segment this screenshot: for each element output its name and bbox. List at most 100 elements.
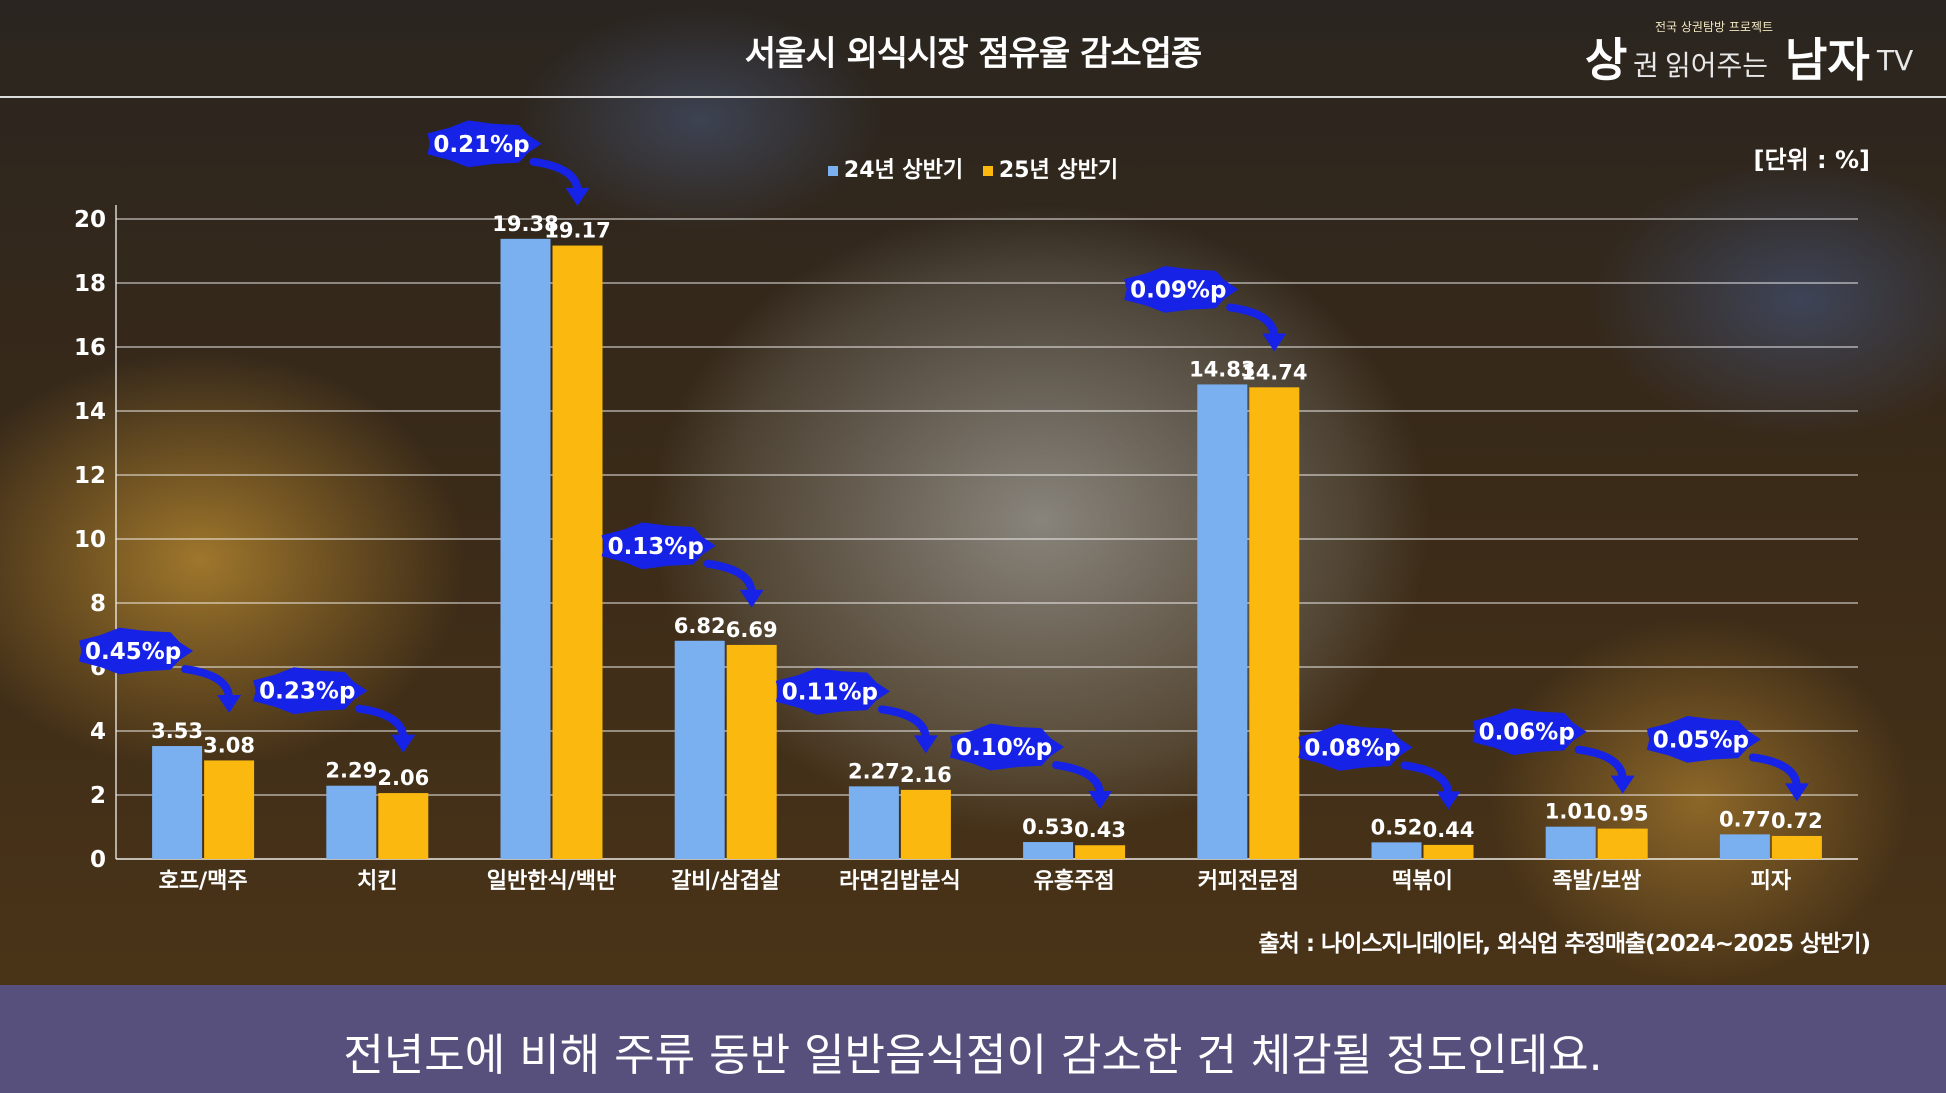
title-divider (0, 96, 1946, 98)
bar-series1 (1023, 842, 1074, 859)
annotation-bubble (427, 120, 542, 168)
annotation-bubble (601, 522, 716, 570)
x-category-label: 일반한식/백반 (487, 869, 616, 894)
annotation-arrow (1400, 761, 1453, 800)
bar-series1 (152, 746, 203, 859)
y-tick-label: 18 (74, 271, 106, 297)
bar-series2 (1423, 844, 1474, 859)
bar-series1 (1197, 384, 1248, 859)
data-label-series2: 2.16 (900, 763, 952, 787)
data-label-series1: 0.77 (1719, 807, 1771, 831)
x-category-label: 호프/맥주 (159, 869, 248, 894)
y-tick-label: 8 (90, 591, 106, 617)
bar-series1 (326, 785, 377, 859)
y-tick-label: 16 (74, 335, 106, 361)
y-tick-label: 0 (90, 847, 106, 873)
annotation-arrowhead (1610, 775, 1635, 794)
annotation-bubble (775, 668, 890, 715)
annotation-arrow (1052, 761, 1105, 800)
annotation-label: 0.23%p (259, 679, 355, 705)
annotation-arrowhead (1088, 791, 1113, 810)
annotation-arrowhead (739, 589, 764, 608)
bar-series2 (726, 644, 777, 859)
annotation-arrow (1748, 753, 1801, 792)
bar-series1 (500, 238, 551, 860)
annotation-bubble (1472, 708, 1587, 756)
annotation-arrowhead (391, 734, 416, 753)
bar-series2 (1597, 828, 1648, 859)
annotation-bubble (1124, 266, 1239, 313)
bar-series2 (900, 789, 951, 859)
bar-series1 (848, 786, 899, 859)
y-tick-label: 10 (74, 527, 106, 553)
annotation-arrow (703, 559, 756, 598)
logo-tagline: 전국 상권탐방 프로젝트 (1655, 20, 1774, 34)
x-category-label: 유흥주점 (1034, 869, 1115, 894)
data-label-series2: 0.43 (1074, 818, 1126, 842)
unit-label: [단위 : %] (1753, 146, 1870, 174)
data-label-series2: 6.69 (726, 618, 778, 642)
legend-item-series2: 25년 상반기 (982, 158, 1119, 183)
bar-series1 (1371, 842, 1422, 859)
chart-legend: 24년 상반기 25년 상반기 (0, 152, 1946, 184)
data-label-series1: 0.53 (1022, 815, 1074, 839)
x-category-label: 커피전문점 (1198, 869, 1299, 894)
subtitle-bar (0, 985, 1946, 1093)
legend-label-series2: 25년 상반기 (998, 158, 1119, 183)
data-label-series1: 1.01 (1545, 800, 1597, 824)
y-tick-label: 14 (74, 399, 106, 425)
channel-logo: 전국 상권탐방 프로젝트 상 권 읽어주는 남자 TV (1585, 14, 1925, 87)
bar-series2 (1249, 387, 1300, 859)
annotation-arrow (181, 665, 234, 704)
bar-series2 (1771, 835, 1822, 859)
data-label-series1: 2.27 (848, 759, 900, 783)
annotation-arrowhead (217, 695, 242, 714)
annotation-label: 0.05%p (1653, 727, 1749, 753)
data-label-series2: 0.44 (1423, 818, 1475, 842)
annotation-bubble (79, 627, 194, 675)
x-category-label: 피자 (1751, 869, 1792, 894)
annotation-arrowhead (1436, 791, 1461, 810)
annotation-arrowhead (1262, 333, 1287, 352)
x-category-label: 떡볶이 (1392, 869, 1453, 894)
annotation-label: 0.45%p (85, 639, 181, 665)
data-label-series2: 2.06 (377, 766, 429, 790)
annotation-label: 0.10%p (956, 735, 1052, 761)
annotation-bubble (253, 667, 368, 715)
data-label-series2: 19.17 (544, 219, 610, 243)
data-label-series1: 3.53 (151, 719, 203, 743)
logo-part-5: TV (1877, 44, 1914, 77)
annotation-label: 0.06%p (1479, 720, 1575, 746)
y-tick-label: 20 (74, 207, 106, 233)
bar-series2 (204, 760, 255, 859)
x-category-label: 라면김밥분식 (839, 869, 960, 894)
annotation-label: 0.13%p (608, 534, 704, 560)
annotation-bubble (1646, 716, 1761, 763)
legend-swatch-series1 (827, 166, 838, 176)
logo-part-1: 상 (1585, 33, 1628, 87)
y-tick-label: 12 (74, 463, 106, 489)
bar-series1 (1719, 834, 1770, 859)
annotation-label: 0.21%p (433, 132, 529, 158)
annotation-arrow (355, 704, 408, 743)
annotation-arrow (529, 157, 582, 196)
annotation-arrowhead (565, 187, 590, 206)
bar-series2 (552, 245, 603, 859)
y-tick-label: 4 (90, 719, 106, 745)
logo-part-4: 남자 (1785, 33, 1870, 87)
legend-item-series1: 24년 상반기 (827, 158, 963, 183)
annotation-label: 0.11%p (782, 679, 878, 705)
x-category-label: 족발/보쌈 (1552, 869, 1641, 894)
data-label-series2: 3.08 (203, 733, 255, 757)
annotation-arrow (877, 705, 930, 744)
logo-part-2: 권 (1633, 49, 1659, 82)
bar-chart: 024681012141618203.533.08호프/맥주0.45%p2.29… (74, 120, 1858, 894)
bar-series1 (1545, 826, 1596, 859)
chart-title: 서울시 외식시장 점유율 감소업종 (744, 34, 1202, 74)
annotation-bubble (950, 723, 1065, 771)
x-category-label: 치킨 (357, 869, 397, 894)
y-tick-label: 2 (90, 783, 106, 809)
data-label-series1: 19.38 (492, 212, 558, 236)
source-note: 출처 : 나이스지니데이타, 외식업 추정매출(2024~2025 상반기) (1258, 931, 1871, 957)
data-label-series1: 6.82 (674, 614, 726, 638)
